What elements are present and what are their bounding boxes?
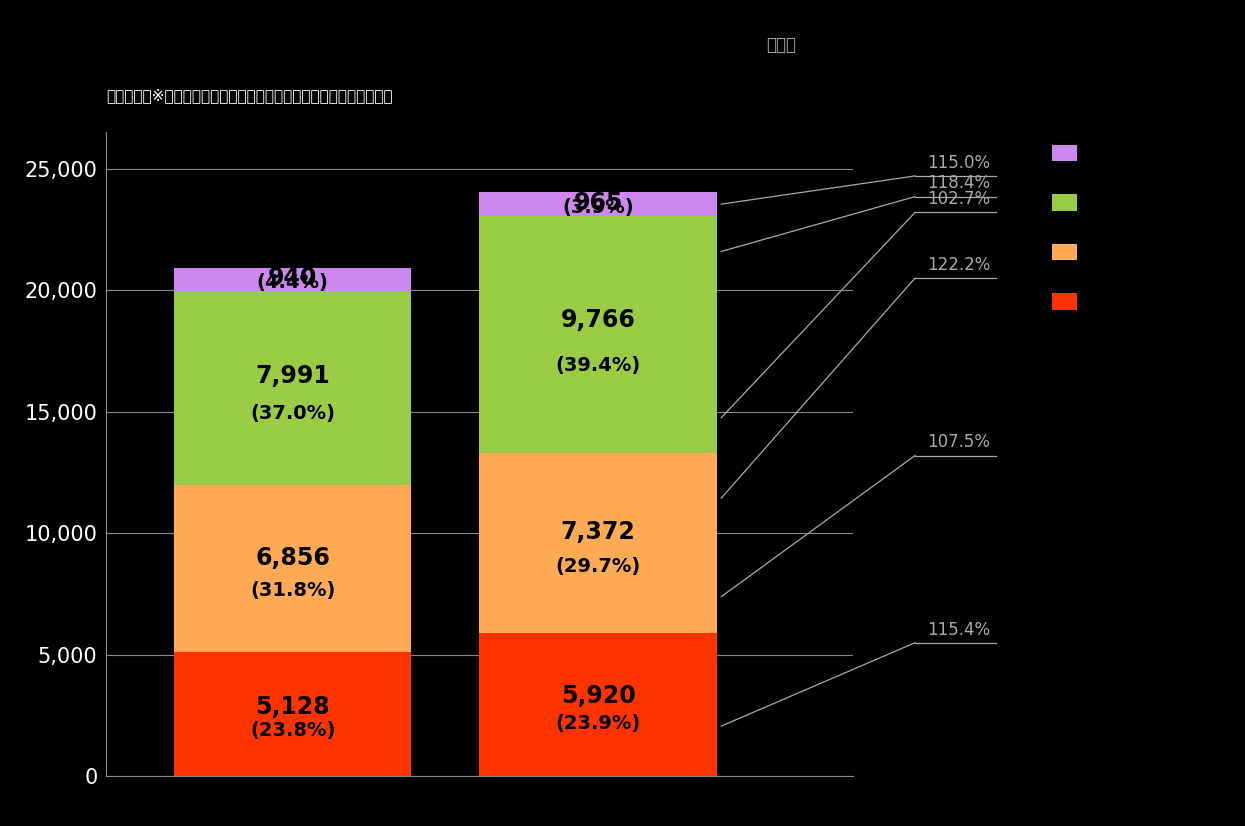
Text: (23.9%): (23.9%): [555, 714, 641, 733]
Text: 122.2%: 122.2%: [928, 256, 991, 274]
Text: （億円）　※（　）内は、インターネット広告媒体費に占める構成比: （億円） ※（ ）内は、インターネット広告媒体費に占める構成比: [106, 88, 392, 103]
Bar: [174, 291, 411, 485]
Text: 940: 940: [268, 266, 317, 290]
Text: 前年比: 前年比: [766, 36, 796, 55]
Text: 107.5%: 107.5%: [928, 434, 991, 451]
Bar: [1052, 293, 1077, 310]
Text: 7,372: 7,372: [560, 520, 635, 544]
Text: 118.4%: 118.4%: [928, 174, 991, 192]
Bar: [174, 268, 411, 291]
Bar: [1052, 244, 1077, 260]
Text: 115.0%: 115.0%: [928, 154, 991, 172]
Text: 965: 965: [574, 191, 622, 215]
Bar: [479, 216, 717, 453]
Bar: [479, 633, 717, 776]
Text: (3.9%): (3.9%): [563, 197, 634, 216]
Text: (29.7%): (29.7%): [555, 557, 641, 576]
Text: 115.4%: 115.4%: [928, 620, 991, 638]
Text: 9,766: 9,766: [560, 308, 636, 332]
Text: 6,856: 6,856: [255, 547, 330, 571]
Bar: [174, 652, 411, 776]
Text: (23.8%): (23.8%): [250, 721, 335, 740]
Text: (4.4%): (4.4%): [256, 273, 329, 292]
Text: 7,991: 7,991: [255, 364, 330, 388]
Bar: [1052, 194, 1077, 211]
Bar: [174, 485, 411, 652]
Bar: [479, 192, 717, 216]
Text: 102.7%: 102.7%: [928, 190, 991, 208]
Text: 5,128: 5,128: [255, 695, 330, 719]
Bar: [1052, 145, 1077, 161]
Text: 5,920: 5,920: [560, 684, 635, 708]
Text: (39.4%): (39.4%): [555, 356, 641, 375]
Text: (31.8%): (31.8%): [250, 581, 335, 600]
Text: (37.0%): (37.0%): [250, 404, 335, 423]
Bar: [479, 453, 717, 633]
